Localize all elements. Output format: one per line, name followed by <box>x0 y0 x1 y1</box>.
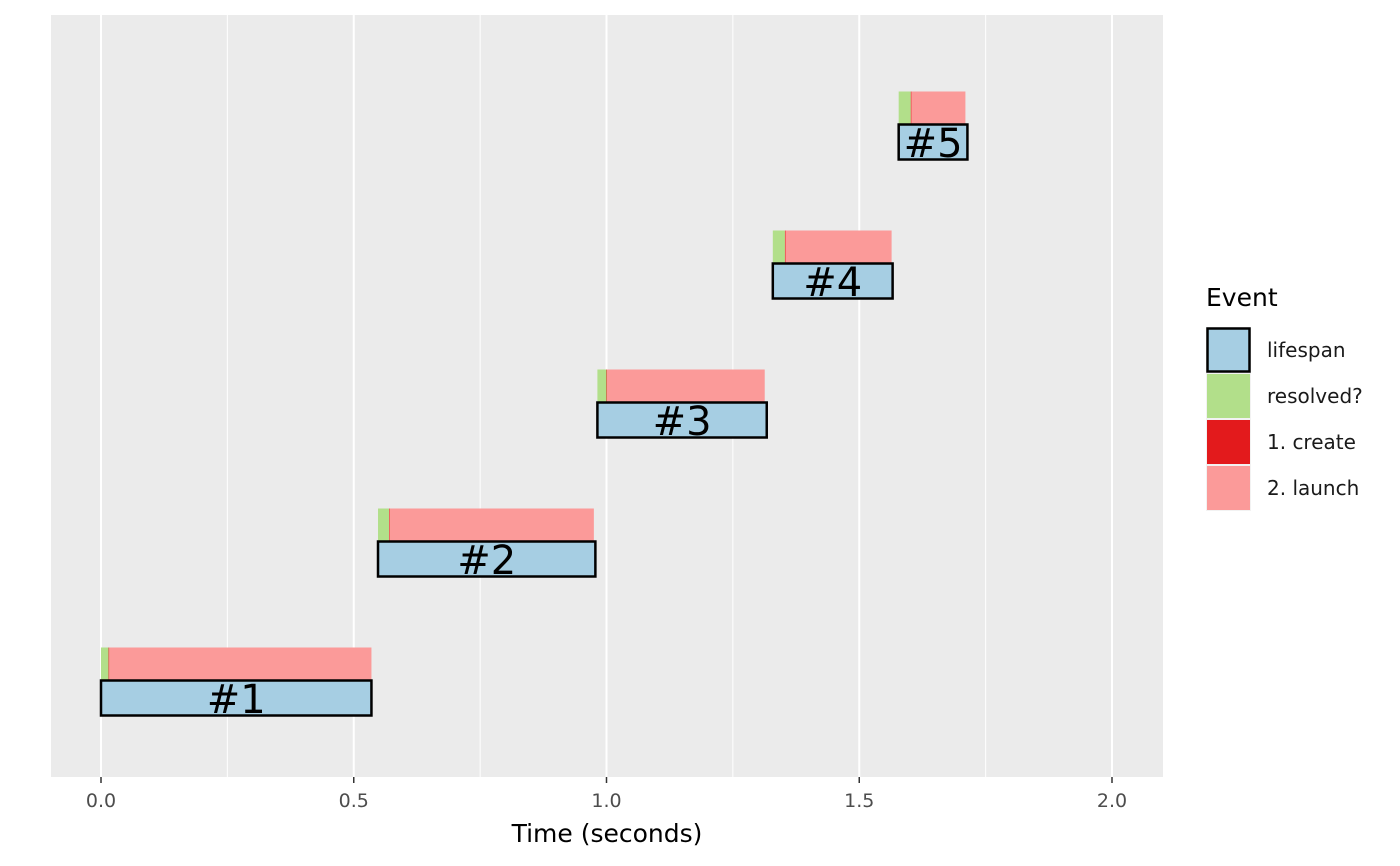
task-4: #4 <box>771 230 894 306</box>
task-label: #1 <box>207 677 266 723</box>
legend-label: resolved? <box>1267 384 1363 408</box>
legend-label: lifespan <box>1267 338 1346 362</box>
task-1: #1 <box>99 647 373 723</box>
x-tick-label: 1.5 <box>844 790 874 812</box>
legend-swatch <box>1207 374 1250 418</box>
launch-bar <box>607 369 765 403</box>
lifespan-bar <box>596 401 768 439</box>
resolved-bar <box>772 230 785 264</box>
x-axis-title: Time (seconds) <box>511 819 703 848</box>
task-bars: #1 #2 #3 #4 #5 <box>99 91 969 723</box>
create-bar <box>784 230 786 264</box>
lifespan-bar <box>897 123 969 161</box>
legend-label: 1. create <box>1267 430 1356 454</box>
lifespan-bar <box>99 679 373 717</box>
task-label: #2 <box>457 538 516 584</box>
launch-bar <box>785 230 892 264</box>
legend-entry-resolved: resolved? <box>1206 373 1363 419</box>
legend-entry-launch: 2. launch <box>1206 465 1359 511</box>
legend-swatch <box>1207 420 1250 464</box>
lifespan-bar <box>771 262 894 300</box>
launch-bar <box>109 647 372 681</box>
task-label: #4 <box>803 260 862 306</box>
task-5: #5 <box>897 91 969 167</box>
x-tick-label: 2.0 <box>1097 790 1127 812</box>
legend-entry-create: 1. create <box>1206 419 1356 465</box>
legend-swatch <box>1207 466 1250 510</box>
launch-bar <box>911 91 966 125</box>
task-label: #5 <box>904 121 963 167</box>
x-tick-label: 0.0 <box>86 790 116 812</box>
resolved-bar <box>597 369 607 403</box>
task-3: #3 <box>596 369 768 445</box>
x-axis: 0.0 0.5 1.0 1.5 2.0 <box>86 777 1127 812</box>
legend: Event lifespan resolved? 1. create 2. launc… <box>1206 283 1363 511</box>
legend-entry-lifespan: lifespan <box>1206 327 1346 373</box>
legend-title: Event <box>1206 283 1278 312</box>
create-bar <box>389 508 391 542</box>
launch-bar <box>389 508 594 542</box>
legend-label: 2. launch <box>1267 476 1359 500</box>
x-tick-label: 1.0 <box>591 790 621 812</box>
task-label: #3 <box>653 399 712 445</box>
create-bar <box>108 647 110 681</box>
create-bar <box>910 91 912 125</box>
legend-swatch <box>1206 327 1251 373</box>
resolved-bar <box>378 508 390 542</box>
resolved-bar <box>101 647 109 681</box>
lifespan-bar <box>376 540 597 578</box>
task-2: #2 <box>376 508 597 584</box>
x-tick-label: 0.5 <box>339 790 369 812</box>
create-bar <box>606 369 608 403</box>
resolved-bar <box>898 91 911 125</box>
